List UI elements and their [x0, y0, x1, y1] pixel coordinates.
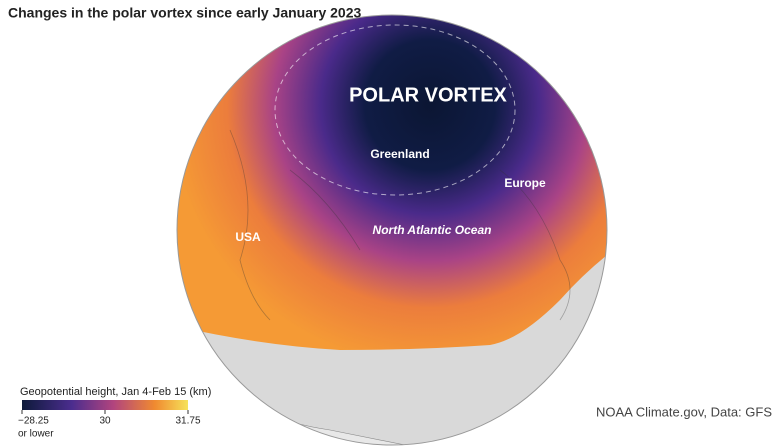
colorbar — [22, 400, 188, 410]
legend-tick-label: −28.25 — [18, 416, 49, 427]
vortex-outline — [274, 24, 516, 196]
label-europe: Europe — [504, 176, 546, 190]
globe — [177, 15, 607, 445]
coastlines — [229, 129, 571, 321]
globe-edge — [176, 14, 608, 446]
legend-ticks: −28.25 30 31.75 — [18, 410, 201, 427]
label-ocean: North Atlantic Ocean — [373, 223, 492, 237]
label-greenland: Greenland — [370, 147, 429, 161]
label-polar-vortex: POLAR VORTEX — [349, 84, 507, 106]
credit: NOAA Climate.gov, Data: GFS — [596, 404, 772, 419]
legend-tick-label: 30 — [99, 416, 111, 427]
label-usa: USA — [235, 230, 261, 244]
legend-tick-label: 31.75 — [175, 416, 200, 427]
height-field — [177, 15, 607, 350]
legend-low-note: or lower — [18, 429, 54, 440]
title: Changes in the polar vortex since early … — [8, 5, 361, 21]
legend-title: Geopotential height, Jan 4-Feb 15 (km) — [20, 386, 211, 398]
